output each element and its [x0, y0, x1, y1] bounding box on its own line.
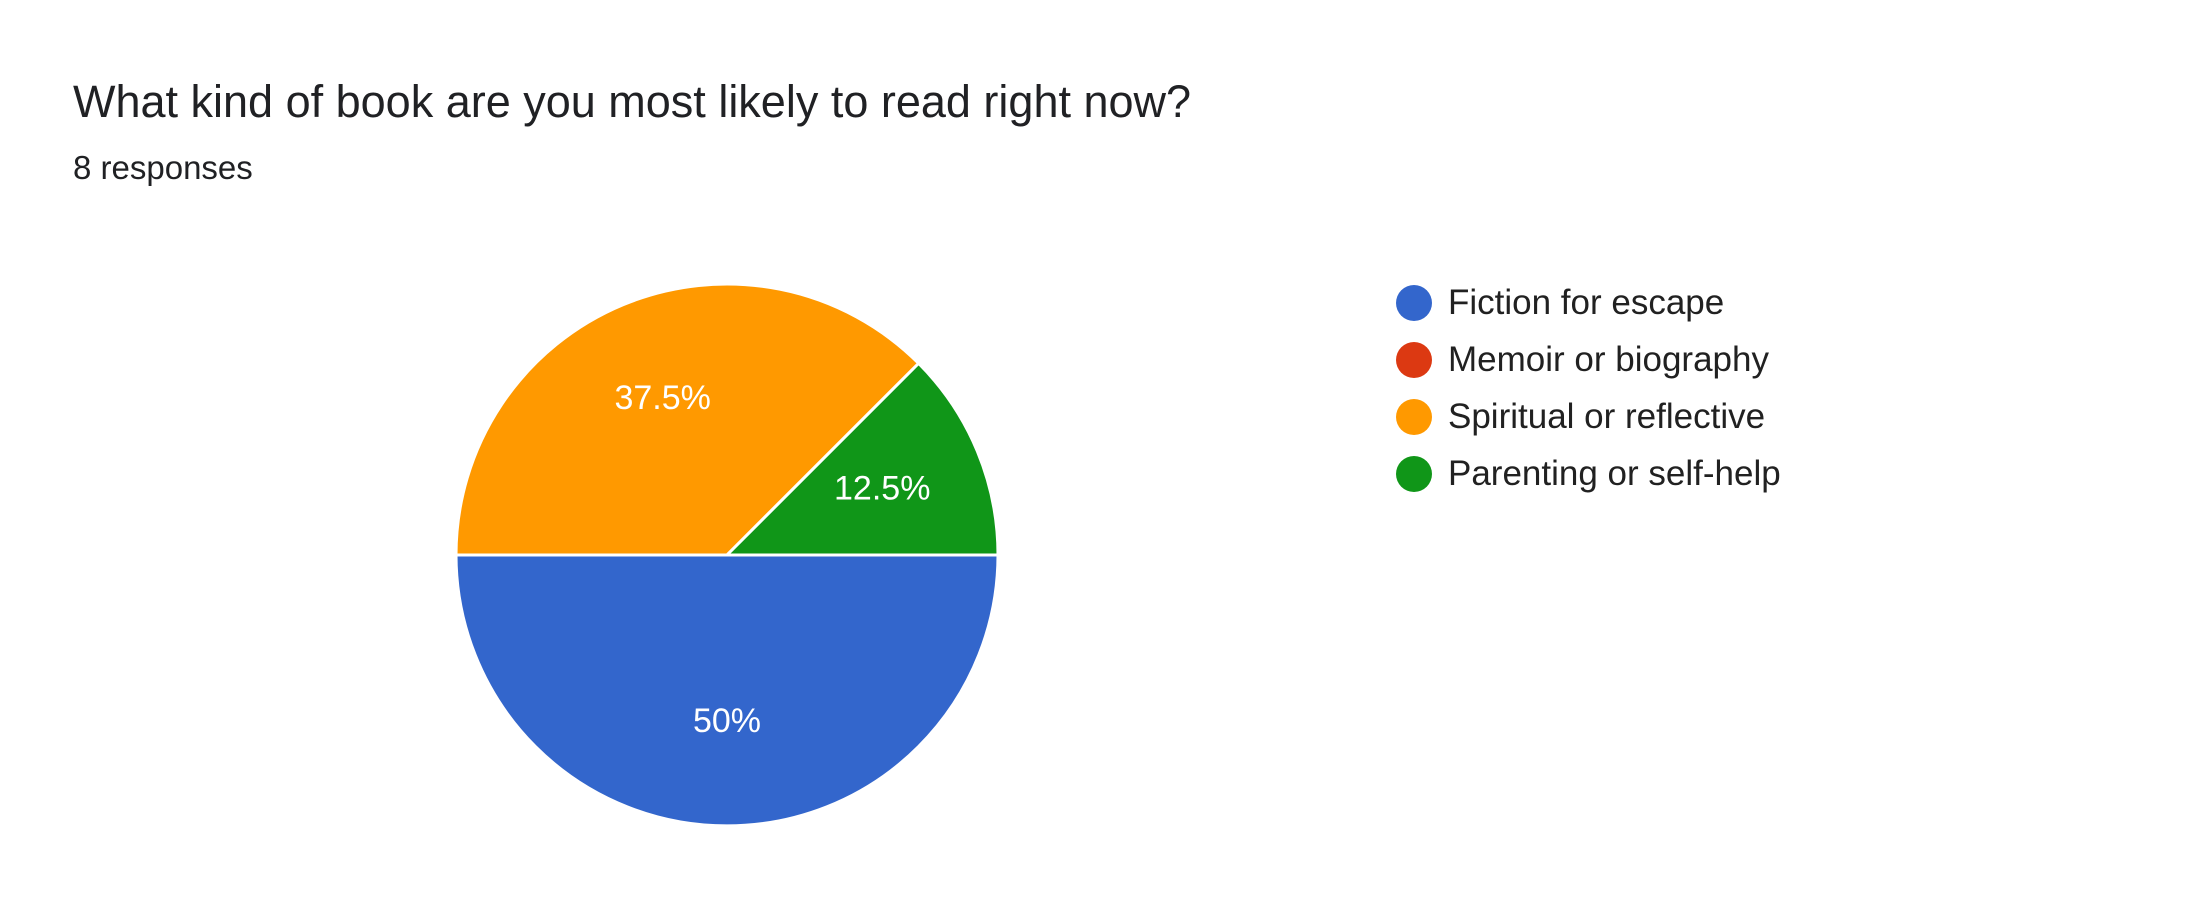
legend-label: Memoir or biography — [1448, 339, 1769, 379]
pie-slice-parenting-or-self-help[interactable] — [723, 361, 1000, 557]
legend-swatch-icon — [1396, 284, 1432, 321]
pie-slice-spiritual-or-reflective[interactable] — [454, 282, 921, 557]
legend-label: Spiritual or reflective — [1448, 396, 1766, 436]
legend-item[interactable]: Spiritual or reflective — [1396, 388, 1781, 445]
legend-swatch-icon — [1396, 455, 1432, 492]
legend-item[interactable]: Fiction for escape — [1396, 274, 1781, 331]
legend-label: Fiction for escape — [1448, 282, 1725, 322]
pie-slice-label: 12.5% — [834, 470, 930, 508]
legend-swatch-icon — [1396, 341, 1432, 378]
chart-legend: Fiction for escape Memoir or biography Spi… — [1396, 274, 1781, 502]
response-count: 8 responses — [73, 149, 253, 186]
legend-swatch-icon — [1396, 398, 1432, 435]
pie-slice-label: 37.5% — [614, 379, 710, 417]
question-title: What kind of book are you most likely to… — [73, 76, 1192, 127]
legend-label: Parenting or self-help — [1448, 453, 1781, 493]
legend-item[interactable]: Parenting or self-help — [1396, 445, 1781, 502]
pie-slice-fiction-for-escape[interactable] — [454, 553, 1000, 828]
pie-slice-label: 50% — [693, 702, 761, 740]
legend-item[interactable]: Memoir or biography — [1396, 331, 1781, 388]
